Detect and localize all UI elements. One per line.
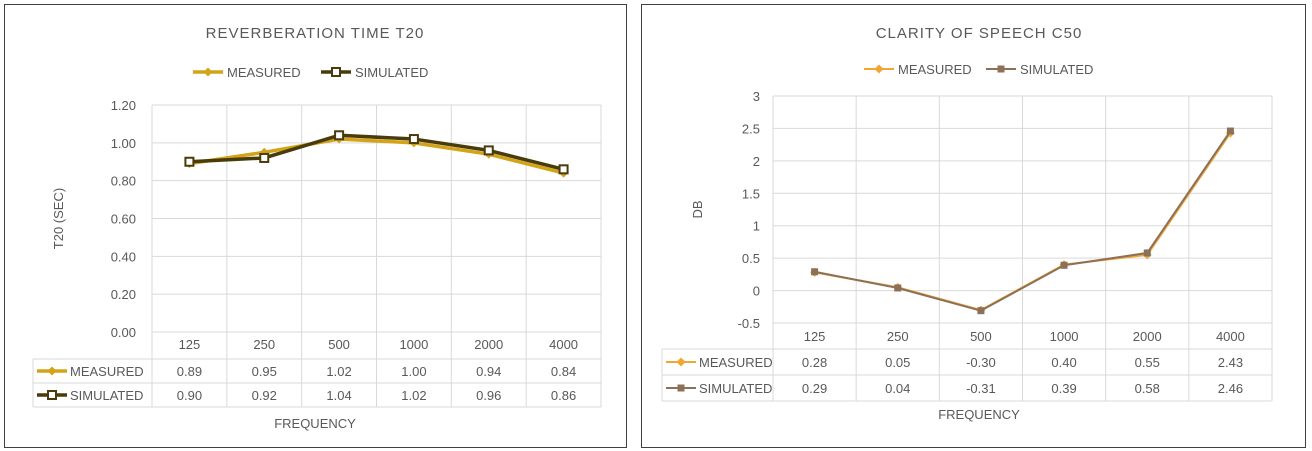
- table-cell: 0.95: [252, 364, 277, 379]
- table-cell: 0.96: [476, 388, 501, 403]
- table-cell: 1.04: [326, 388, 351, 403]
- legend-marker: [203, 67, 213, 77]
- table-cell: 0.86: [551, 388, 576, 403]
- chart-panel-clarity: CLARITY OF SPEECH C50 MEASURED SIMULATED -0…: [641, 4, 1306, 448]
- y-tick-label: -0.5: [738, 316, 760, 331]
- x-axis-title: FREQUENCY: [274, 416, 356, 431]
- data-point: [1060, 261, 1068, 269]
- x-tick-label: 4000: [1216, 329, 1245, 344]
- table-cell: 1.02: [401, 388, 426, 403]
- series-line: [189, 133, 565, 172]
- x-tick-label: 1000: [399, 337, 428, 352]
- table-cell: 0.84: [551, 364, 576, 379]
- y-tick-label: 0.20: [111, 287, 136, 302]
- table-series-label: SIMULATED: [699, 381, 772, 396]
- table-legend-marker: [677, 384, 685, 392]
- table-cell: 0.55: [1135, 355, 1160, 370]
- table-cell: -0.30: [966, 355, 996, 370]
- y-tick-label: 1.00: [111, 136, 136, 151]
- table-cell: 0.89: [177, 364, 202, 379]
- data-point: [558, 164, 569, 175]
- table-legend-marker: [47, 366, 57, 376]
- table-cell: 1.00: [401, 364, 426, 379]
- data-point: [259, 152, 270, 163]
- table-cell: 0.40: [1051, 355, 1076, 370]
- legend-marker: [874, 64, 884, 74]
- x-axis-title: FREQUENCY: [938, 407, 1020, 422]
- series-simulated: [184, 130, 569, 175]
- data-point: [811, 268, 819, 276]
- data-point: [894, 284, 902, 292]
- table-cell: 0.04: [885, 381, 910, 396]
- legend-marker: [997, 65, 1005, 73]
- y-tick-label: 1.5: [742, 186, 760, 201]
- y-tick-label: 1.20: [111, 98, 136, 113]
- y-tick-label: 2.5: [742, 121, 760, 136]
- chart-clarity-svg: CLARITY OF SPEECH C50 MEASURED SIMULATED -0…: [661, 25, 1273, 422]
- data-point: [1226, 127, 1234, 135]
- legend: MEASURED SIMULATED: [193, 65, 428, 80]
- y-axis-title: DB: [690, 200, 705, 218]
- y-tick-label: 2: [753, 154, 760, 169]
- table-cell: 0.90: [177, 388, 202, 403]
- table-cell: -0.31: [966, 381, 996, 396]
- x-tick-label: 125: [804, 329, 826, 344]
- table-series-label: SIMULATED: [70, 388, 143, 403]
- data-point: [334, 130, 345, 141]
- data-point: [184, 156, 195, 167]
- table-series-label: MEASURED: [699, 355, 773, 370]
- x-tick-label: 500: [328, 337, 350, 352]
- table-cell: 2.43: [1218, 355, 1243, 370]
- table-series-label: MEASURED: [70, 364, 144, 379]
- chart-panel-reverberation: REVERBERATION TIME T20 MEASURED SIMULATED 0…: [4, 4, 627, 448]
- y-tick-label: 0.00: [111, 325, 136, 340]
- y-tick-label: 0: [753, 284, 760, 299]
- table-cell: 0.92: [252, 388, 277, 403]
- y-tick-label: 0.60: [111, 212, 136, 227]
- x-tick-label: 500: [970, 329, 992, 344]
- y-tick-label: 0.40: [111, 249, 136, 264]
- data-point: [483, 145, 494, 156]
- x-tick-label: 4000: [549, 337, 578, 352]
- y-axis-title: T20 (SEC): [51, 188, 66, 249]
- legend-label: MEASURED: [898, 62, 972, 77]
- legend-label: SIMULATED: [1020, 62, 1093, 77]
- data-point: [408, 134, 419, 145]
- x-tick-label: 250: [887, 329, 909, 344]
- chart-title: CLARITY OF SPEECH C50: [876, 25, 1083, 42]
- table-legend-marker: [676, 357, 686, 367]
- y-tick-label: 1: [753, 219, 760, 234]
- series-simulated: [811, 127, 1234, 315]
- table-cell: 2.46: [1218, 381, 1243, 396]
- x-tick-label: 1000: [1050, 329, 1079, 344]
- table-cell: 0.58: [1135, 381, 1160, 396]
- legend-marker: [331, 67, 341, 77]
- y-tick-label: 3: [753, 89, 760, 104]
- table-cell: 0.94: [476, 364, 501, 379]
- x-tick-label: 2000: [1133, 329, 1162, 344]
- x-tick-label: 2000: [474, 337, 503, 352]
- x-tick-label: 250: [253, 337, 275, 352]
- data-point: [977, 307, 985, 315]
- series-line: [814, 130, 1232, 312]
- legend: MEASURED SIMULATED: [864, 62, 1093, 77]
- legend-label: MEASURED: [227, 65, 301, 80]
- data-point: [1143, 249, 1151, 257]
- chart-reverberation-svg: REVERBERATION TIME T20 MEASURED SIMULATED 0…: [32, 25, 602, 431]
- table-cell: 1.02: [326, 364, 351, 379]
- y-tick-label: 0.5: [742, 251, 760, 266]
- table-legend-marker: [47, 390, 57, 400]
- y-tick-label: 0.80: [111, 174, 136, 189]
- table-cell: 0.05: [885, 355, 910, 370]
- table-cell: 0.28: [802, 355, 827, 370]
- table-cell: 0.29: [802, 381, 827, 396]
- x-tick-label: 125: [179, 337, 201, 352]
- chart-title: REVERBERATION TIME T20: [206, 25, 425, 42]
- table-cell: 0.39: [1051, 381, 1076, 396]
- series-line: [189, 137, 565, 175]
- legend-label: SIMULATED: [355, 65, 428, 80]
